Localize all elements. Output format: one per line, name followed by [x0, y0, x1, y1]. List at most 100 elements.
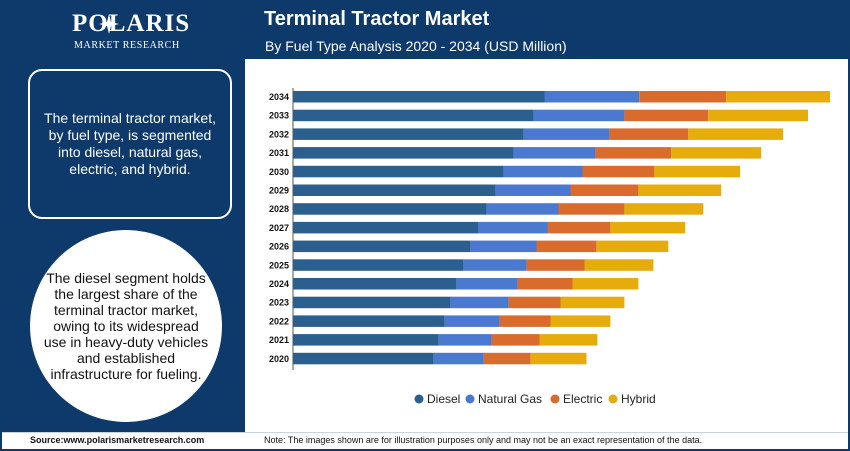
legend-label-diesel: Diesel	[427, 392, 460, 406]
bar-2030-diesel	[293, 165, 504, 178]
brand-tagline: MARKET RESEARCH	[74, 40, 180, 51]
y-tick-label-2026: 2026	[269, 242, 289, 252]
bar-2024-diesel	[293, 278, 457, 290]
legend: Diesel Natural Gas Electric Hybrid	[414, 392, 656, 406]
y-tick-label-2020: 2020	[269, 354, 289, 364]
y-tick-label-2033: 2033	[269, 111, 289, 121]
bar-2033-diesel	[293, 109, 534, 122]
bar-2020-natural-gas	[433, 352, 484, 365]
y-tick-labels: 2034 2033 2032 2031 2030 2029 2028 2027 2026 2025…	[269, 92, 289, 364]
bar-2031-electric	[595, 147, 672, 159]
source-text: Source:www.polarismarketresearch.com	[30, 435, 205, 445]
insight-circle: The diesel segment holds the largest sha…	[30, 230, 222, 422]
bar-2030-natural-gas	[503, 165, 583, 178]
bar-2034-hybrid	[726, 91, 830, 103]
bar-2031-diesel	[293, 147, 514, 159]
bar-2032-hybrid	[688, 128, 784, 140]
bar-2027-hybrid	[610, 221, 686, 234]
disclaimer-note: Note: The images shown are for illustrat…	[264, 435, 703, 445]
bar-2023-hybrid	[560, 296, 625, 309]
bar-2026-diesel	[293, 240, 471, 253]
bar-2026-natural-gas	[470, 240, 537, 253]
bar-2021-natural-gas	[438, 334, 492, 346]
bar-2021-electric	[491, 334, 540, 346]
bar-2021-diesel	[293, 334, 439, 346]
bar-2025-diesel	[293, 259, 464, 271]
bar-2024-natural-gas	[456, 278, 518, 290]
bar-2028-electric	[558, 203, 625, 215]
bar-2027-natural-gas	[478, 221, 548, 234]
chart-subtitle: By Fuel Type Analysis 2020 - 2034 (USD M…	[265, 38, 567, 54]
y-tick-label-2031: 2031	[269, 148, 289, 158]
bar-2030-electric	[582, 165, 655, 178]
bar-2033-natural-gas	[533, 109, 625, 122]
legend-label-natural-gas: Natural Gas	[478, 392, 542, 406]
bar-2026-hybrid	[596, 240, 669, 253]
bar-2020-electric	[483, 352, 531, 365]
brand-logo: POLARIS MARKET RESEARCH	[62, 8, 202, 54]
summary-text: The terminal tractor market, by fuel typ…	[44, 110, 216, 177]
y-tick-label-2023: 2023	[269, 298, 289, 308]
bar-2022-electric	[499, 315, 551, 327]
bar-2022-diesel	[293, 315, 445, 327]
legend-label-electric: Electric	[563, 392, 602, 406]
footer-bar	[2, 432, 848, 449]
bar-2032-electric	[609, 128, 689, 140]
bar-2021-hybrid	[539, 334, 598, 346]
bar-2028-natural-gas	[486, 203, 559, 215]
y-tick-label-2028: 2028	[269, 204, 289, 214]
bar-2020-diesel	[293, 352, 434, 365]
bar-2033-hybrid	[708, 109, 808, 122]
bar-2029-hybrid	[638, 184, 722, 196]
legend-marker-natural-gas	[465, 394, 475, 404]
bar-2022-natural-gas	[444, 315, 500, 327]
bar-2034-diesel	[293, 91, 545, 103]
bar-2029-natural-gas	[495, 184, 571, 196]
bar-2025-hybrid	[584, 259, 654, 271]
legend-label-hybrid: Hybrid	[621, 392, 656, 406]
bar-2032-diesel	[293, 128, 524, 140]
bar-2023-electric	[508, 296, 561, 309]
bar-2028-diesel	[293, 203, 487, 215]
bar-2029-electric	[570, 184, 639, 196]
y-tick-label-2024: 2024	[269, 279, 289, 289]
y-tick-label-2030: 2030	[269, 167, 289, 177]
bar-2028-hybrid	[624, 203, 704, 215]
compass-star-icon	[99, 14, 119, 34]
bar-2024-hybrid	[572, 278, 639, 290]
bar-2030-hybrid	[654, 165, 741, 178]
insight-text: The diesel segment holds the largest sha…	[43, 270, 209, 382]
y-tick-label-2025: 2025	[269, 260, 289, 270]
bar-2025-natural-gas	[463, 259, 527, 271]
stacked-bar-chart: 2034 2033 2032 2031 2030 2029 2028 2027 2026 2025…	[269, 88, 830, 406]
chart-title: Terminal Tractor Market	[264, 8, 490, 30]
bar-2034-electric	[639, 91, 727, 103]
y-tick-label-2021: 2021	[269, 335, 289, 345]
bar-2023-diesel	[293, 296, 451, 309]
y-tick-label-2027: 2027	[269, 223, 289, 233]
y-tick-label-2029: 2029	[269, 186, 289, 196]
y-tick-label-2032: 2032	[269, 129, 289, 139]
bar-2027-electric	[547, 221, 611, 234]
bar-2034-natural-gas	[544, 91, 640, 103]
legend-marker-electric	[550, 394, 560, 404]
bar-2027-diesel	[293, 221, 479, 234]
bar-2032-natural-gas	[523, 128, 610, 140]
bar-2031-natural-gas	[513, 147, 596, 159]
bar-2023-natural-gas	[450, 296, 509, 309]
bar-2020-hybrid	[530, 352, 587, 365]
y-tick-label-2034: 2034	[269, 92, 289, 102]
bars-layer	[293, 91, 830, 365]
bar-2029-diesel	[293, 184, 496, 196]
brand-name: POLARIS	[72, 10, 191, 37]
bar-2026-electric	[536, 240, 597, 253]
legend-marker-diesel	[414, 394, 424, 404]
y-tick-label-2022: 2022	[269, 316, 289, 326]
bar-2033-electric	[624, 109, 709, 122]
bar-2024-electric	[517, 278, 573, 290]
bar-2031-hybrid	[671, 147, 762, 159]
bar-2022-hybrid	[550, 315, 611, 327]
bar-2025-electric	[526, 259, 585, 271]
legend-marker-hybrid	[608, 394, 618, 404]
